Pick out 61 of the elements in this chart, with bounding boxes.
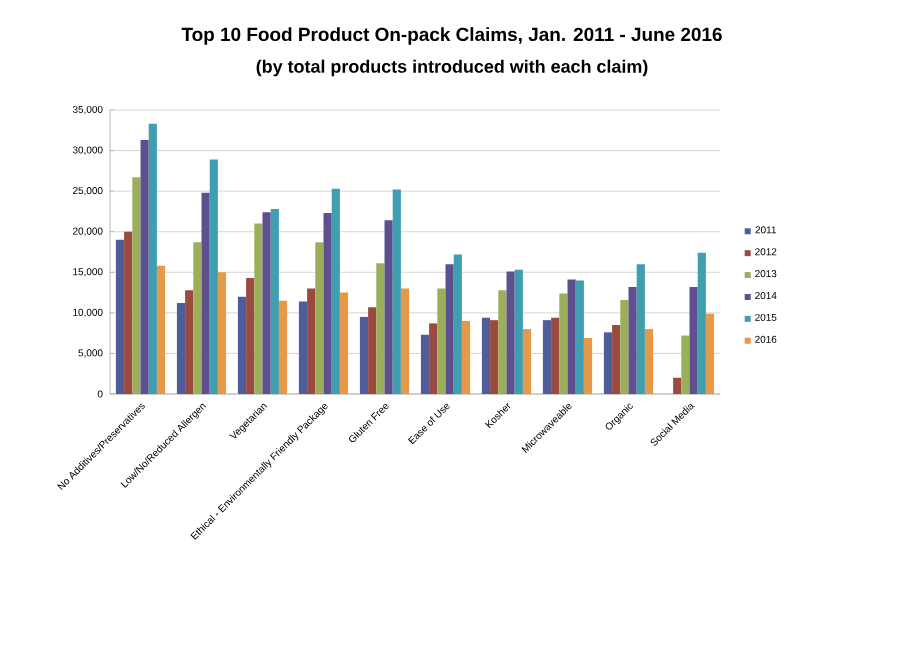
bar: [339, 292, 349, 394]
bar: [429, 323, 438, 394]
bar: [420, 334, 430, 394]
bar: [201, 192, 210, 394]
bar: [681, 335, 690, 394]
bar: [551, 317, 560, 394]
bar: [400, 288, 410, 394]
bar: [331, 188, 340, 394]
bar: [384, 220, 393, 394]
chart-subtitle: (by total products introduced with each claim): [256, 59, 648, 77]
bar: [644, 329, 654, 394]
bar: [437, 288, 446, 394]
bar: [323, 213, 332, 394]
bar: [689, 286, 698, 394]
bar: [481, 317, 491, 394]
bar: [498, 290, 507, 394]
bar: [307, 288, 316, 394]
bar: [315, 242, 324, 394]
bar: [490, 320, 499, 394]
bar: [115, 239, 125, 394]
bar: [603, 332, 613, 394]
bar: [392, 189, 401, 394]
bar: [575, 280, 584, 394]
bar: [217, 272, 227, 394]
bar: [559, 293, 568, 394]
bar: [636, 264, 645, 394]
chart-title: Top 10 Food Product On-pack Claims, Jan. 2011 - June 2016: [181, 27, 722, 45]
bar: [359, 316, 369, 394]
bar: [628, 286, 637, 394]
bar: [522, 329, 532, 394]
bar: [193, 242, 202, 394]
bar: [620, 299, 629, 394]
bar: [673, 377, 682, 394]
bar: [298, 301, 308, 394]
bar: [453, 254, 462, 394]
bar: [461, 320, 471, 394]
bar: [705, 313, 715, 394]
bar: [148, 123, 157, 394]
bar: [506, 271, 515, 394]
bar: [156, 265, 166, 394]
bar: [237, 296, 247, 394]
bar: [567, 279, 576, 394]
bar: [445, 264, 454, 394]
bar: [124, 231, 133, 394]
bar: [254, 223, 263, 394]
bar: [132, 177, 141, 394]
bar: [262, 212, 271, 394]
bar: [583, 338, 593, 394]
bar: [612, 325, 621, 394]
bar: [278, 300, 288, 394]
bar: [185, 290, 194, 394]
bar: [697, 252, 706, 394]
bar: [246, 277, 255, 394]
bar: [368, 307, 377, 394]
bar: [514, 269, 523, 394]
bar: [376, 263, 385, 394]
bar: [140, 140, 149, 394]
bar: [542, 320, 552, 394]
bar: [209, 159, 218, 394]
bar: [270, 208, 279, 394]
bar: [176, 303, 186, 394]
